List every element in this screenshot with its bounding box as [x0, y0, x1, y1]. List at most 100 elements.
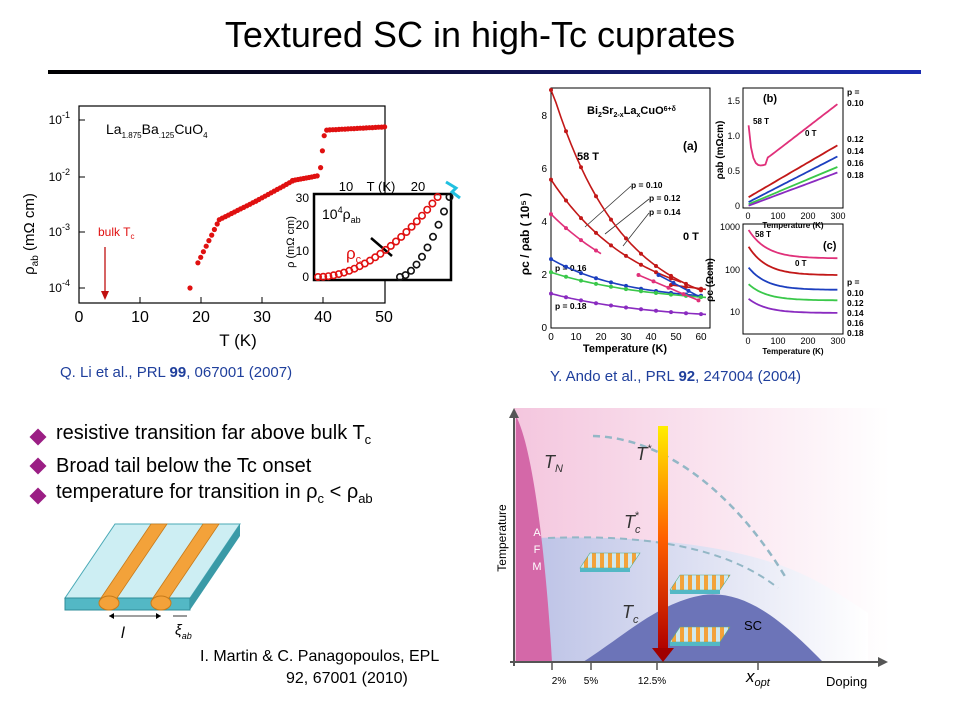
panel-a-point [609, 280, 613, 285]
svg-text:0.14: 0.14 [847, 146, 864, 156]
inset-point-c [386, 241, 395, 250]
tn-label: TN [544, 452, 563, 475]
svg-text:M: M [532, 561, 541, 573]
inset-point-ab [406, 266, 415, 275]
panel-a-field-label: 58 T [577, 151, 599, 163]
svg-text:60: 60 [695, 332, 707, 343]
svg-text:4: 4 [541, 217, 547, 228]
panel-a-point [609, 217, 613, 222]
lbco-data-point [187, 285, 193, 291]
inset-point-ab [428, 232, 437, 241]
svg-text:10: 10 [296, 244, 310, 258]
panel-a-point [594, 276, 598, 281]
diamond-bullet-icon [29, 428, 47, 445]
svg-text:p = 0.16: p = 0.16 [555, 263, 587, 273]
temperature-axis-label: Temperature [495, 504, 509, 572]
x-tick: 0 [75, 309, 84, 326]
tstar-line [592, 434, 788, 579]
inset-point-c [313, 273, 322, 282]
panel-b-tag: (b) [763, 93, 777, 105]
bulk-tc-arrow [101, 291, 109, 300]
cursor-squiggle [445, 180, 461, 200]
inset-point-c [412, 217, 421, 226]
panel-c-curve [747, 229, 838, 260]
panel-c-frame [742, 223, 844, 335]
panel-a-point [699, 286, 703, 291]
diamond-bullet-icon [29, 487, 47, 504]
svg-text:30: 30 [620, 332, 632, 343]
x-tick: 50 [375, 309, 393, 326]
tstar-label: T* [636, 443, 652, 464]
inset-point-c [417, 211, 426, 220]
panel-a-point [654, 291, 658, 295]
sc-label: SC [744, 618, 762, 633]
inset-point-ab [439, 207, 448, 216]
citation-martin: I. Martin & C. Panagopoulos, EPL 92, 670… [200, 648, 440, 687]
substrate-side [190, 524, 240, 610]
svg-text:p = 0.10: p = 0.10 [631, 180, 663, 190]
y-axis-label: ρab (mΩ cm) [21, 193, 41, 275]
panel-a-x-label: Temperature (K) [583, 343, 667, 355]
panel-a-point [594, 301, 598, 306]
panel-a-point [594, 230, 598, 235]
page-title: Textured SC in high-Tc cuprates [224, 14, 736, 55]
panel-b-curve [748, 144, 838, 198]
panel-a-point [624, 236, 628, 241]
panel-a-y-ticks: 0 2 4 6 8 [541, 111, 547, 334]
panel-a-point [549, 212, 553, 217]
svg-text:0: 0 [541, 323, 547, 334]
svg-text:A: A [533, 527, 541, 539]
inset-point-c [381, 245, 390, 254]
panel-b-x-ticks: 0 100 200 300 [745, 211, 845, 221]
panel-b-y-ticks: 1.5 1.0 0.5 0 [727, 96, 740, 211]
panel-a-point [564, 295, 568, 300]
lbco-data-point [382, 124, 388, 130]
panel-a-point [624, 253, 628, 258]
panel-a-point [609, 303, 613, 308]
inset-point-c [319, 272, 328, 281]
inset-point-c [334, 270, 343, 279]
inset-point-c [402, 228, 411, 237]
panel-c-curve [747, 267, 838, 291]
cooling-arrow-head [652, 648, 674, 662]
lbco-data-point [214, 221, 220, 227]
svg-text:5%: 5% [584, 676, 599, 687]
panel-b-curve [748, 155, 838, 203]
panel-b-x-label: Temperature (K) [762, 221, 824, 230]
inset-point-c [397, 232, 406, 241]
lbco-data-point [211, 226, 217, 233]
y-tick: 10-1 [49, 110, 70, 127]
panel-a-point [579, 165, 583, 170]
citation-li: Q. Li et al., PRL 99, 067001 (2007) [60, 364, 293, 381]
lbco-data-point [195, 260, 201, 266]
svg-text:1000: 1000 [720, 222, 740, 232]
panel-a-point [564, 274, 568, 279]
svg-text:0.18: 0.18 [847, 170, 864, 180]
inset-point-ab [412, 260, 421, 269]
tc-label: Tc [622, 602, 639, 626]
lbco-resistivity-plot: 10-1 10-2 10-3 10-4 0 10 20 30 40 50 T (… [21, 105, 461, 350]
doping-label: Doping [826, 674, 867, 689]
svg-text:p =: p = [847, 87, 860, 97]
panel-b-zero-field: 0 T [805, 129, 817, 138]
inset-point-c [329, 271, 338, 280]
svg-text:20: 20 [595, 332, 607, 343]
lbco-data-point [203, 243, 209, 249]
lbco-data-point [321, 133, 327, 139]
panel-a-point [681, 292, 686, 297]
panel-a-curve [550, 213, 602, 255]
panel-a-point [671, 280, 676, 285]
x-tick: 40 [314, 309, 332, 326]
inset-frame [312, 192, 453, 282]
inset-point-c [324, 272, 333, 281]
panel-b-curve [748, 171, 838, 207]
svg-text:300: 300 [830, 336, 845, 346]
panel-a-point [624, 305, 628, 310]
svg-text:10: 10 [339, 179, 353, 194]
afm-letters: A F M [532, 527, 541, 573]
x-tick: 20 [192, 309, 210, 326]
panel-a-point [624, 283, 628, 288]
sample-tile [669, 626, 731, 646]
svg-text:0.12: 0.12 [847, 134, 864, 144]
xopt-label: xopt [745, 667, 771, 689]
